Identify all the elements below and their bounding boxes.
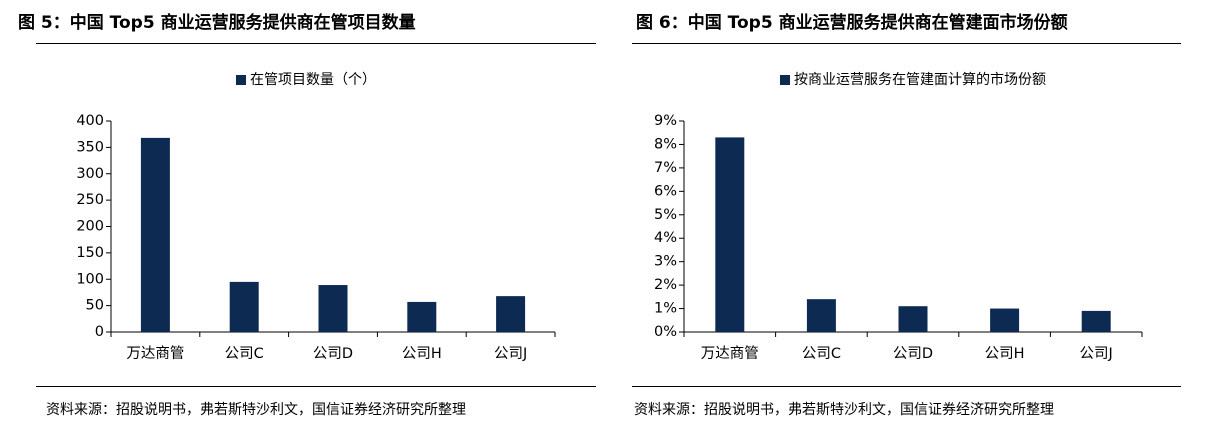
y-tick-label: 9%	[654, 113, 677, 129]
legend: 在管项目数量（个）	[236, 72, 376, 88]
figure-6-panel: 图 6：中国 Top5 商业运营服务提供商在管建面市场份额 按商业运营服务在管建…	[620, 0, 1209, 444]
bar	[407, 301, 437, 332]
figure-6-top-rule	[632, 43, 1181, 44]
y-tick-label: 100	[76, 271, 104, 287]
y-tick-label: 3%	[654, 254, 677, 270]
category-label: 公司H	[985, 346, 1025, 362]
bar	[898, 306, 928, 332]
figure-6-title: 图 6：中国 Top5 商业运营服务提供商在管建面市场份额	[636, 13, 1068, 33]
y-tick-label: 1%	[654, 301, 677, 317]
bar	[1081, 310, 1111, 332]
bar	[140, 137, 170, 332]
y-tick-label: 2%	[654, 277, 677, 293]
y-tick-label: 200	[76, 219, 104, 235]
legend-label: 在管项目数量（个）	[250, 72, 376, 88]
legend-label: 按商业运营服务在管建面计算的市场份额	[794, 71, 1046, 88]
category-label: 公司J	[1080, 346, 1113, 362]
y-tick-label: 250	[76, 192, 104, 208]
bar	[318, 285, 348, 332]
figure-5-top-rule	[36, 43, 596, 44]
bar	[715, 137, 745, 332]
bar	[806, 299, 836, 332]
y-tick-label: 150	[76, 245, 104, 261]
legend-swatch	[236, 75, 246, 85]
category-label: 万达商管	[701, 345, 759, 362]
figure-6-bottom-rule	[632, 386, 1181, 387]
bar	[496, 296, 526, 332]
figure-5-source: 资料来源：招股说明书，弗若斯特沙利文，国信证券经济研究所整理	[46, 402, 466, 418]
legend: 按商业运营服务在管建面计算的市场份额	[780, 71, 1046, 88]
y-tick-label: 300	[76, 166, 104, 182]
category-label: 公司J	[494, 346, 527, 362]
category-label: 公司D	[313, 346, 353, 362]
y-tick-label: 50	[86, 298, 104, 314]
y-tick-label: 350	[76, 139, 104, 155]
y-tick-label: 0	[95, 324, 104, 340]
bar	[229, 281, 259, 332]
y-tick-label: 0%	[654, 324, 677, 340]
category-label: 公司D	[893, 346, 933, 362]
category-label: 公司C	[225, 346, 264, 362]
y-tick-label: 7%	[654, 160, 677, 176]
figure-6-source: 资料来源：招股说明书，弗若斯特沙利文，国信证券经济研究所整理	[634, 402, 1054, 418]
y-tick-label: 6%	[654, 183, 677, 199]
y-tick-label: 400	[76, 113, 104, 129]
figure-5-bottom-rule	[36, 386, 596, 387]
figure-5-chart: 在管项目数量（个） 0 50 100 150 200 250 300 350 400 万达商管 公司C…	[76, 72, 556, 362]
bar	[990, 308, 1020, 332]
figure-5-title: 图 5：中国 Top5 商业运营服务提供商在管项目数量	[18, 13, 416, 33]
legend-swatch	[780, 75, 790, 85]
y-tick-label: 5%	[654, 207, 677, 223]
y-tick-label: 8%	[654, 136, 677, 152]
figure-5-panel: 图 5：中国 Top5 商业运营服务提供商在管项目数量 在管项目数量（个） 0 50…	[0, 0, 604, 444]
category-label: 公司C	[802, 346, 841, 362]
y-tick-label: 4%	[654, 230, 677, 246]
figure-6-chart: 按商业运营服务在管建面计算的市场份额 0% 1% 2% 3% 4% 5% 6% 7% 8% 9% 万达…	[654, 71, 1143, 362]
category-label: 公司H	[402, 346, 442, 362]
category-label: 万达商管	[126, 345, 184, 362]
